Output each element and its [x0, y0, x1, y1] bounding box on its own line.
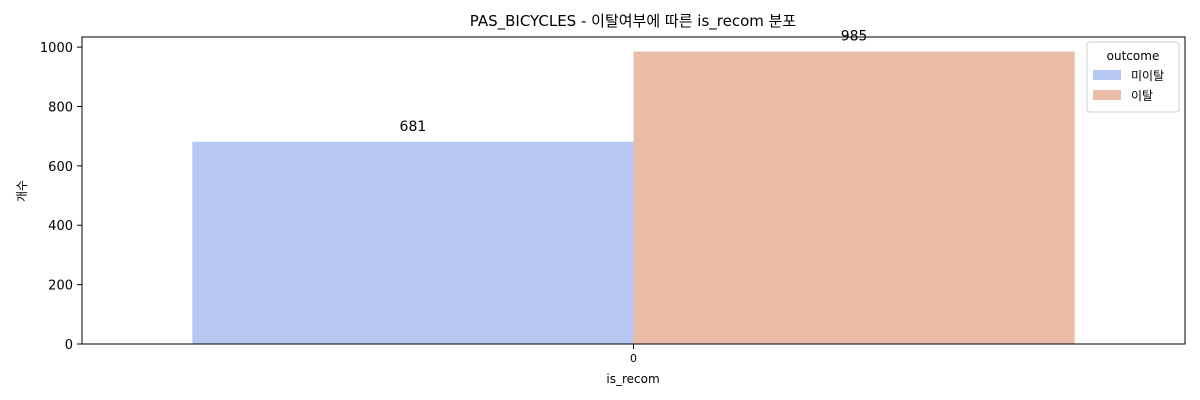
legend-swatch — [1093, 70, 1121, 80]
x-axis: 0 — [630, 344, 637, 365]
x-axis-label: is_recom — [606, 372, 659, 386]
y-tick-label: 800 — [48, 100, 73, 115]
y-tick-label: 400 — [48, 219, 73, 234]
legend-swatch — [1093, 90, 1121, 100]
y-tick-label: 600 — [48, 160, 73, 175]
legend-title: outcome — [1107, 49, 1160, 63]
y-tick-label: 200 — [48, 279, 73, 294]
legend-label: 미이탈 — [1131, 69, 1164, 83]
y-axis: 0 200 400 600 800 1000 — [40, 41, 82, 353]
y-tick-label: 1000 — [40, 41, 73, 56]
bar — [633, 51, 1075, 345]
data-label: 681 — [400, 119, 427, 135]
chart-title: PAS_BICYCLES - 이탈여부에 따른 is_recom 분포 — [470, 12, 797, 31]
y-axis-label: 개수 — [15, 180, 29, 202]
legend-label: 이탈 — [1131, 89, 1153, 103]
y-tick-label: 0 — [65, 338, 73, 353]
plot-bars — [192, 51, 1075, 345]
x-tick-label: 0 — [630, 352, 637, 365]
bar — [192, 141, 634, 344]
